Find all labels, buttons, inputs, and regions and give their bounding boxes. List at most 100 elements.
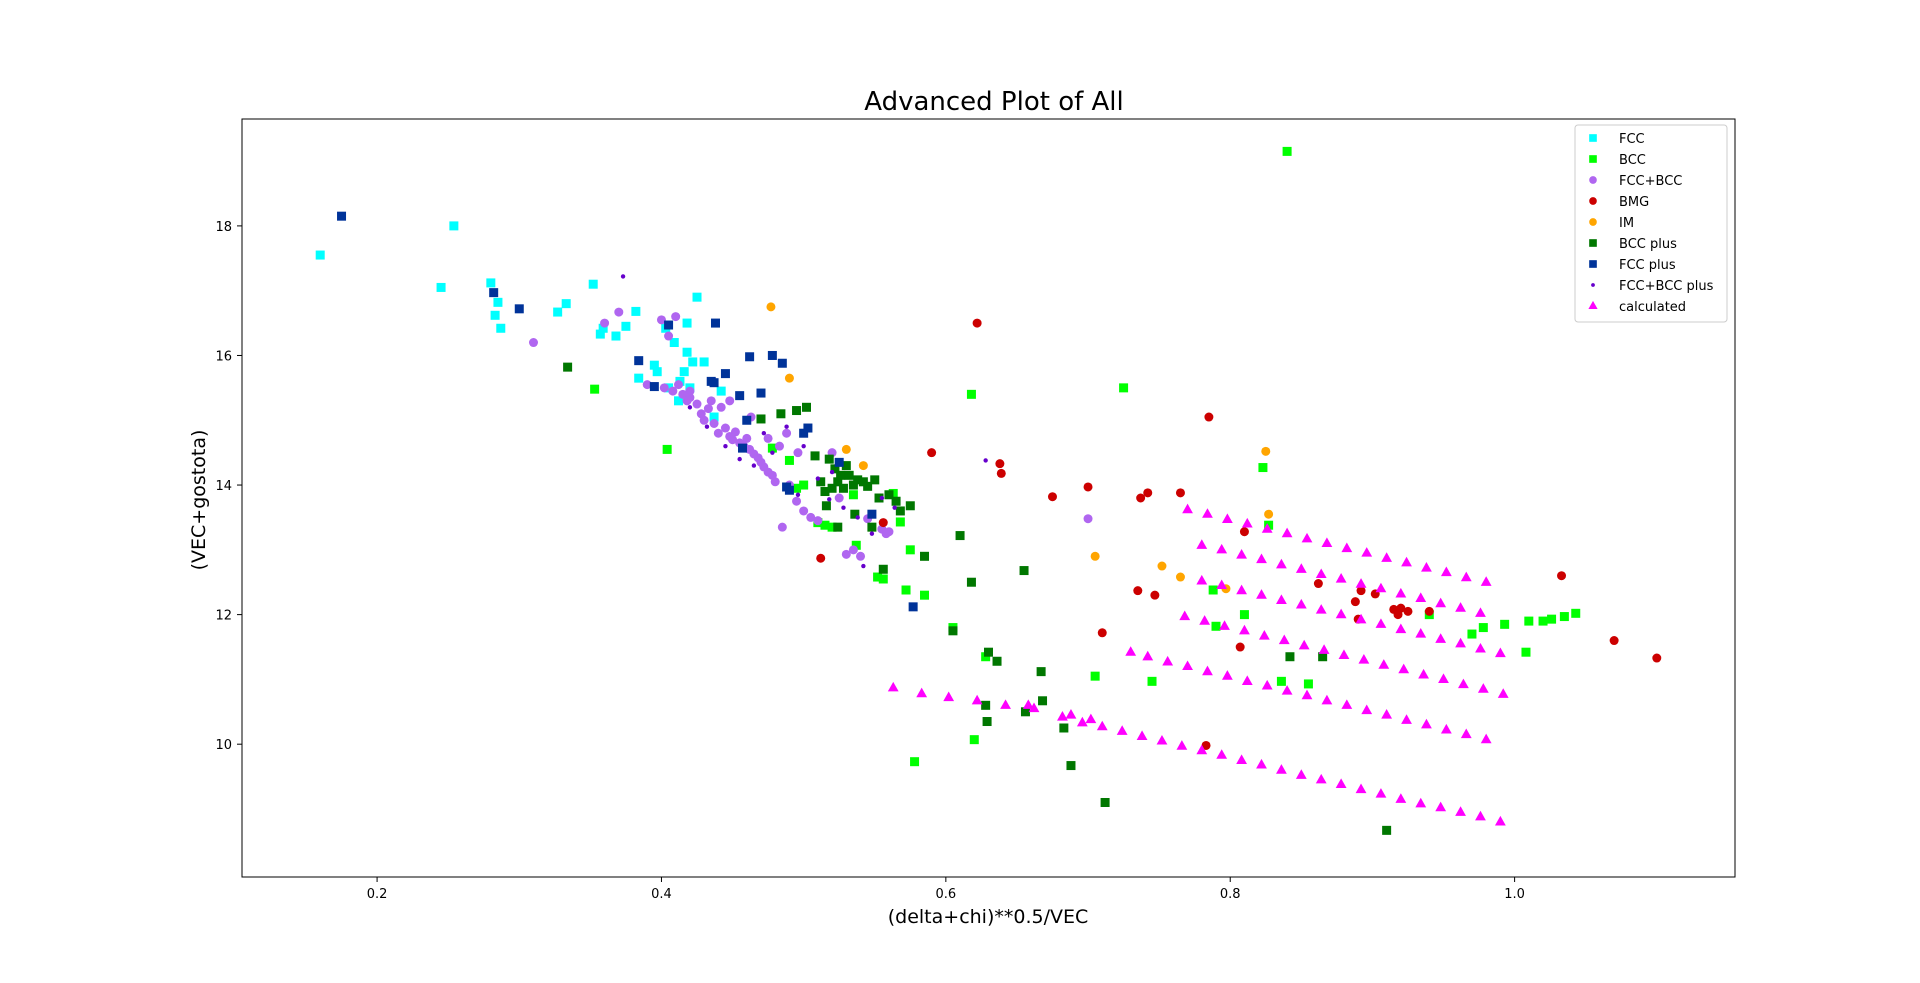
data-point-fcc-plus: [337, 211, 347, 221]
data-point-fcc-bcc: [841, 549, 851, 559]
data-point-calculated: [1182, 660, 1193, 671]
data-point-fcc-bcc: [856, 551, 866, 561]
data-point-fcc-bcc: [730, 427, 740, 437]
data-point-bcc: [784, 455, 794, 465]
x-tick-label: 1.0: [1504, 887, 1525, 902]
data-point-fcc: [449, 221, 459, 231]
data-point-fcc-bcc: [709, 418, 719, 428]
data-point-calculated: [1199, 615, 1211, 625]
data-point-bmg: [995, 459, 1005, 469]
data-point-fcc-bcc-plus: [784, 424, 789, 429]
data-point-bcc: [1239, 610, 1249, 620]
data-point-fcc: [709, 412, 719, 422]
data-point-fcc-plus: [777, 358, 787, 368]
data-point-fcc-bcc: [806, 512, 816, 522]
data-point-fcc-bcc: [1083, 514, 1093, 524]
data-point-fcc-plus: [834, 457, 844, 467]
data-point-calculated: [1301, 689, 1313, 700]
data-point-calculated: [1477, 683, 1489, 693]
data-point-fcc-bcc: [659, 383, 669, 393]
data-point-calculated: [1028, 702, 1040, 713]
data-point-fcc-bcc: [699, 415, 709, 425]
data-point-fcc-bcc-plus: [751, 463, 757, 468]
y-axis-label: (VEC+gostota): [188, 430, 210, 571]
data-point-bmg: [816, 553, 826, 563]
data-point-fcc-bcc: [703, 404, 713, 414]
data-point-calculated: [1475, 642, 1486, 653]
data-point-calculated: [1335, 778, 1347, 788]
data-point-fcc-bcc: [884, 527, 894, 537]
data-point-fcc-bcc: [656, 315, 666, 325]
data-point-bcc: [827, 522, 837, 532]
data-point-calculated: [1455, 637, 1466, 648]
legend-marker-fcc-plus: [1589, 260, 1597, 268]
data-point-bcc-plus: [792, 406, 802, 416]
data-point-calculated: [1455, 806, 1466, 816]
data-point-calculated: [1236, 549, 1247, 559]
legend-label-calculated: calculated: [1619, 300, 1686, 315]
data-point-fcc-plus: [709, 378, 719, 388]
data-point-fcc-bcc: [813, 516, 823, 526]
data-point-bmg: [1403, 606, 1413, 616]
data-point-bcc-plus: [863, 481, 873, 491]
data-point-calculated: [1196, 744, 1208, 755]
data-point-bcc: [1258, 463, 1268, 473]
data-point-fcc-plus: [803, 423, 813, 433]
data-point-calculated: [1236, 754, 1247, 764]
data-point-calculated: [1455, 602, 1466, 612]
data-point-fcc-bcc: [674, 380, 684, 390]
y-tick-label: 10: [215, 738, 232, 753]
data-point-calculated: [1378, 659, 1390, 669]
data-point-fcc-bcc: [720, 423, 730, 433]
data-point-fcc-bcc: [600, 318, 610, 328]
data-point-bcc: [1524, 616, 1534, 626]
data-point-bcc-plus: [884, 490, 894, 500]
data-point-calculated: [1315, 604, 1327, 614]
data-point-fcc: [436, 282, 446, 292]
data-point-bcc-plus: [867, 522, 877, 532]
data-point-calculated: [1338, 649, 1350, 660]
data-point-bcc: [792, 483, 802, 493]
data-point-bcc-plus: [833, 477, 843, 487]
plot-area-frame: [241, 118, 1736, 878]
data-point-fcc: [692, 292, 702, 302]
data-point-fcc-bcc: [799, 506, 809, 516]
data-point-bcc-plus: [874, 493, 884, 503]
data-point-calculated: [1085, 713, 1097, 724]
data-point-calculated: [1202, 508, 1213, 518]
data-point-calculated: [1415, 628, 1427, 638]
data-point-fcc-bcc-plus: [687, 405, 693, 410]
data-point-calculated: [1480, 733, 1492, 744]
data-point-calculated: [1395, 623, 1407, 634]
data-point-fcc-plus: [908, 602, 918, 612]
data-point-fcc-bcc-plus: [815, 476, 821, 481]
data-point-calculated: [1000, 699, 1011, 709]
data-point-fcc: [682, 347, 692, 357]
data-point-fcc-bcc: [678, 389, 688, 399]
data-point-calculated: [1341, 699, 1353, 709]
data-point-bcc-plus: [853, 475, 863, 485]
data-point-calculated: [1355, 578, 1367, 588]
data-point-bmg: [1557, 571, 1567, 581]
data-point-bcc-plus: [1318, 652, 1328, 662]
data-point-fcc-bcc-plus: [855, 515, 860, 520]
data-point-bcc: [1276, 676, 1286, 686]
data-point-bcc: [1119, 383, 1129, 393]
legend-label-bcc: BCC: [1619, 153, 1646, 168]
data-point-bcc: [1208, 585, 1218, 595]
x-tick-label: 0.8: [1220, 887, 1241, 902]
data-point-calculated: [1241, 675, 1253, 685]
data-point-fcc: [486, 278, 496, 288]
data-point-bcc: [1547, 614, 1557, 624]
legend-marker-fcc-bcc: [1589, 176, 1597, 184]
data-point-calculated: [1156, 734, 1168, 745]
x-tick-label: 0.4: [651, 887, 672, 902]
data-point-bcc: [799, 480, 809, 490]
data-point-fcc: [315, 250, 325, 260]
data-point-fcc: [553, 307, 563, 317]
data-point-bcc: [1538, 616, 1548, 626]
data-point-bcc: [1282, 146, 1292, 156]
data-point-calculated: [1241, 517, 1253, 528]
data-point-bcc: [1303, 679, 1313, 689]
data-point-fcc: [679, 367, 689, 377]
